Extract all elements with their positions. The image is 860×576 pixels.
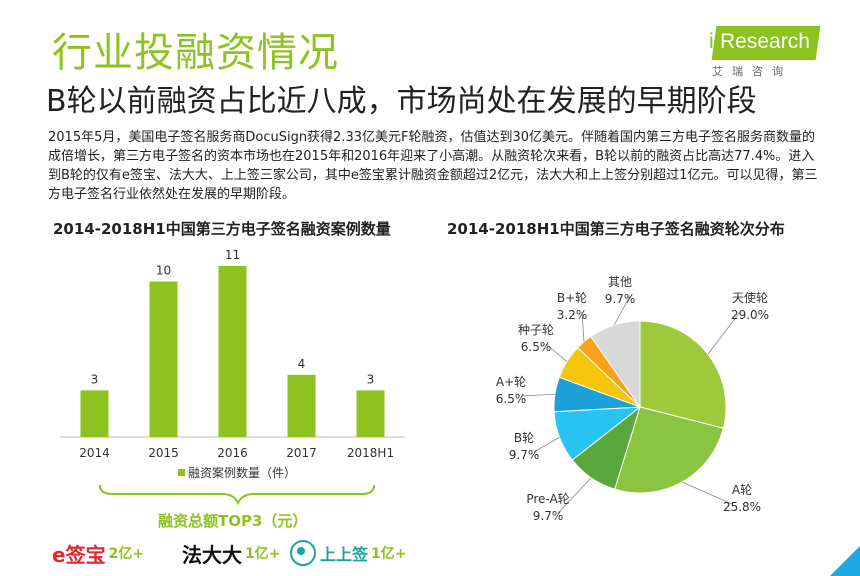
funding-brace	[99, 484, 375, 506]
pie-leader-Pre-A轮	[557, 477, 592, 514]
pie-slice-A轮	[614, 406, 724, 494]
pie-leader-A轮	[681, 481, 733, 505]
pie-pct-B轮: 9.7%	[509, 448, 540, 462]
pie-leader-B+轮	[581, 311, 585, 342]
bar-2017	[287, 374, 316, 437]
pie-label-A轮: A轮	[732, 483, 752, 497]
x-tick-2015: 2015	[148, 446, 179, 460]
pie-pct-种子轮: 6.5%	[521, 340, 552, 354]
pie-label-Pre-A轮: Pre-A轮	[526, 492, 569, 506]
x-tick-2018H1: 2018H1	[347, 446, 394, 460]
pie-label-其他: 其他	[608, 275, 632, 289]
page-title: 行业投融资情况	[52, 30, 339, 76]
pie-pct-Pre-A轮: 9.7%	[533, 509, 564, 523]
bar-value-2018H1: 3	[367, 372, 375, 386]
bar-value-2015: 10	[156, 264, 171, 278]
fadada-amount: 1亿+	[245, 546, 281, 562]
esignbao-amount: 2亿+	[108, 546, 145, 562]
iresearch-logo: i Research 艾瑞咨询	[700, 22, 821, 82]
pie-slice-天使轮	[639, 320, 727, 429]
pie-chart-title: 2014-2018H1中国第三方电子签名融资轮次分布	[447, 220, 785, 238]
x-tick-2017: 2017	[286, 446, 317, 460]
intro-paragraph: 2015年5月，美国电子签名服务商DocuSign获得2.33亿美元F轮融资，估…	[48, 130, 818, 202]
bar-value-2017: 4	[298, 357, 306, 371]
pie-leader-其他	[613, 295, 631, 326]
bar-2018H1	[356, 390, 385, 437]
pie-leader-种子轮	[545, 343, 568, 362]
pie-pct-A轮: 25.8%	[723, 500, 761, 514]
bar-value-2014: 3	[91, 372, 99, 386]
x-tick-2016: 2016	[217, 446, 248, 460]
pie-slice-其他	[590, 320, 641, 409]
fadada-logo: 法大大	[182, 542, 242, 567]
legend-swatch	[178, 469, 185, 476]
logo-text: Research	[720, 30, 810, 53]
bar-chart-title: 2014-2018H1中国第三方电子签名融资案例数量	[53, 220, 391, 238]
pie-pct-其他: 9.7%	[605, 292, 636, 306]
pie-label-B轮: B轮	[514, 431, 534, 445]
logo-subtext: 艾瑞咨询	[712, 65, 792, 78]
bestsign-amount: 1亿+	[371, 546, 407, 562]
pie-leader-天使轮	[707, 311, 741, 355]
company-bestsign: 上上签 1亿+	[290, 538, 407, 568]
bar-2014	[80, 390, 109, 437]
pie-pct-B+轮: 3.2%	[557, 308, 588, 322]
x-tick-2014: 2014	[79, 446, 110, 460]
logo-i: i	[709, 30, 714, 53]
legend-label: 融资案例数量（件）	[188, 465, 296, 480]
bestsign-logo: 上上签	[320, 545, 369, 564]
esignbao-logo: e签宝	[52, 542, 106, 567]
funding-top3-title: 融资总额TOP3（元）	[158, 512, 308, 530]
pie-label-种子轮: 种子轮	[518, 323, 554, 337]
pie-label-天使轮: 天使轮	[732, 290, 768, 305]
pie-leader-B轮	[533, 436, 560, 453]
corner-decoration	[830, 546, 860, 576]
page-subtitle: B轮以前融资占比近八成，市场尚处在发展的早期阶段	[46, 84, 757, 119]
pie-pct-A+轮: 6.5%	[496, 392, 527, 406]
company-esignbao: e签宝 2亿+	[52, 538, 144, 568]
pie-label-B+轮: B+轮	[557, 291, 587, 305]
pie-label-A+轮: A+轮	[496, 375, 526, 389]
company-fadada: 法大大 1亿+	[182, 538, 280, 568]
bar-2016	[218, 266, 247, 437]
bar-value-2016: 11	[225, 248, 240, 262]
pie-pct-天使轮: 29.0%	[731, 308, 769, 322]
bestsign-icon	[290, 540, 316, 566]
pie-leader-A+轮	[520, 393, 555, 397]
bar-2015	[149, 281, 178, 437]
